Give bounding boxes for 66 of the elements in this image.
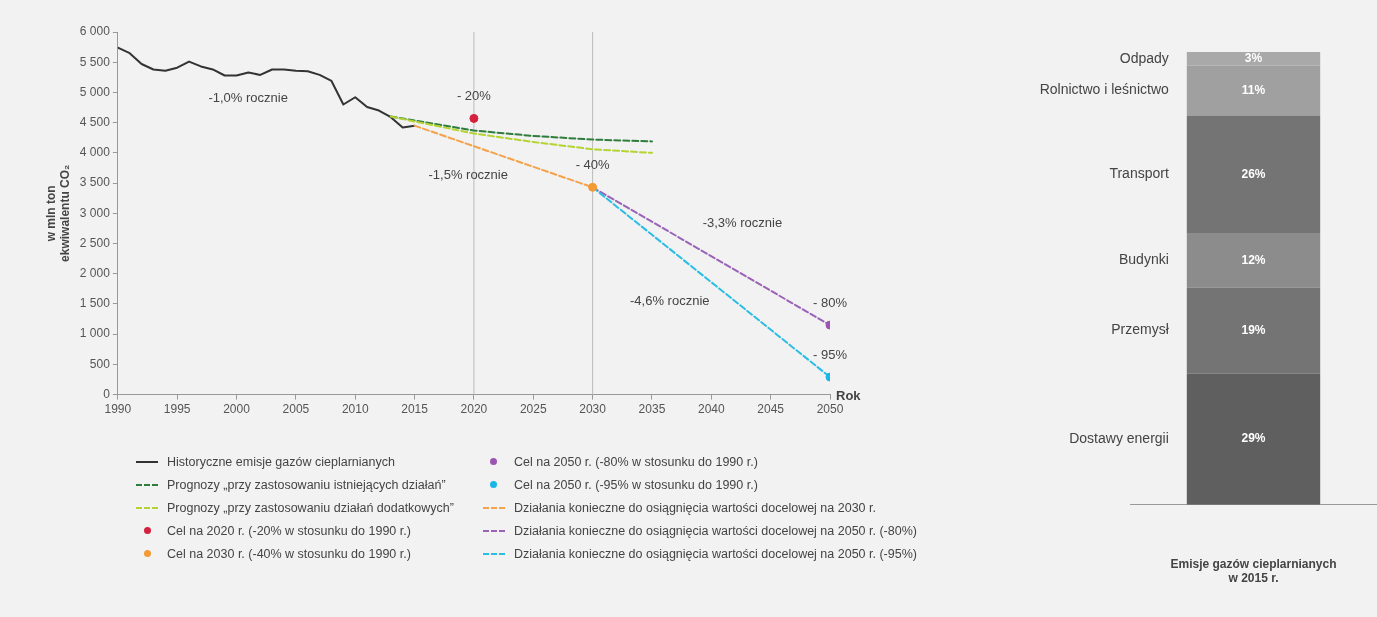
series-label: Rolnictwo i leśnictwo — [1039, 81, 1170, 98]
bar — [1186, 233, 1321, 288]
annotation: - 20% — [456, 88, 492, 103]
data-label: 3% — [1244, 51, 1263, 66]
y-axis-title: w mln ton ekwiwalentu CO₂ — [43, 164, 72, 262]
y-tick-label: 1 500 — [79, 296, 111, 311]
series-label: Transport — [1109, 165, 1169, 182]
annotation: - 95% — [813, 346, 848, 362]
series-label: Przemysł — [1111, 321, 1170, 338]
line-series — [389, 115, 653, 154]
y-tick-label: 4 000 — [79, 145, 111, 160]
data-label: 26% — [1241, 166, 1266, 181]
data-label: 12% — [1241, 252, 1266, 267]
legend-label: Cel na 2050 r. (-95% w stosunku do 1990 r.) — [513, 477, 758, 492]
y-tick-label: 5 000 — [79, 84, 111, 99]
legend-label: Cel na 2020 r. (-20% w stosunku do 1990 r.) — [167, 523, 411, 538]
x-axis-title: Rok — [836, 388, 862, 404]
x-tick-label: 2010 — [341, 402, 369, 417]
x-tick-label: 2005 — [282, 402, 310, 417]
x-tick-label: 1990 — [104, 402, 132, 417]
legend-label: Cel na 2030 r. (-40% w stosunku do 1990 r.) — [167, 546, 411, 561]
legend-label: Historyczne emisje gazów cieplarnianych — [167, 454, 395, 469]
x-tick-label: 2045 — [757, 402, 785, 417]
x-tick-label: 2020 — [460, 402, 488, 417]
annotation: -1,0% rocznie — [208, 89, 288, 105]
annotation: -3,3% rocznie — [702, 214, 783, 230]
x-tick-label: 2040 — [697, 402, 725, 417]
bar — [1186, 373, 1321, 505]
series-label: Budynki — [1119, 251, 1169, 268]
x-tick-label: 2050 — [816, 402, 844, 417]
y-tick-label: 500 — [89, 356, 111, 371]
data-label: 19% — [1241, 322, 1266, 337]
x-tick-label: 2000 — [223, 402, 251, 417]
series-label: Dostawy energii — [1069, 430, 1169, 446]
x-axis-title: Emisje gazów cieplarnianych w 2015 r. — [1170, 556, 1337, 586]
annotation: - 80% — [813, 294, 848, 310]
legend-label: Prognozy „przy zastosowaniu działań dodatkowych” — [167, 500, 454, 515]
bar — [1186, 115, 1321, 234]
x-tick-label: 2015 — [401, 402, 429, 417]
x-tick-label: 2025 — [519, 402, 547, 417]
y-tick-label: 2 500 — [79, 235, 111, 250]
annotation: -4,6% rocznie — [630, 292, 710, 308]
legend-label: Działania konieczne do osiągnięcia wartości docelowej na 2050 r. (-80%) — [513, 523, 917, 538]
legend-label: Cel na 2050 r. (-80% w stosunku do 1990 r.) — [513, 454, 758, 469]
bar — [1186, 287, 1321, 374]
y-tick-label: 6 000 — [79, 24, 111, 39]
x-tick-label: 2030 — [579, 402, 607, 417]
y-tick-label: 5 500 — [79, 54, 111, 69]
annotation: -1,5% rocznie — [428, 166, 508, 182]
y-tick-label: 0 — [103, 386, 111, 401]
annotation: - 40% — [575, 156, 611, 172]
x-tick-label: 2035 — [638, 402, 666, 417]
legend-label: Działania konieczne do osiągnięcia wartości docelowej na 2050 r. (-95%) — [513, 546, 917, 561]
data-label: 11% — [1241, 82, 1266, 97]
y-tick-label: 2 000 — [79, 266, 111, 281]
y-tick-label: 3 000 — [79, 205, 111, 220]
x-tick-label: 1995 — [163, 402, 191, 417]
point — [469, 113, 479, 123]
y-tick-label: 1 000 — [79, 326, 111, 341]
y-tick-label: 3 500 — [79, 175, 111, 190]
legend-label: Prognozy „przy zastosowaniu istniejących działań” — [167, 477, 446, 492]
y-tick-label: 4 500 — [79, 114, 111, 129]
series-label: Odpady — [1119, 49, 1169, 66]
legend-label: Działania konieczne do osiągnięcia wartości docelowej na 2030 r. — [513, 500, 876, 515]
data-label: 29% — [1241, 431, 1266, 446]
point — [588, 182, 598, 192]
